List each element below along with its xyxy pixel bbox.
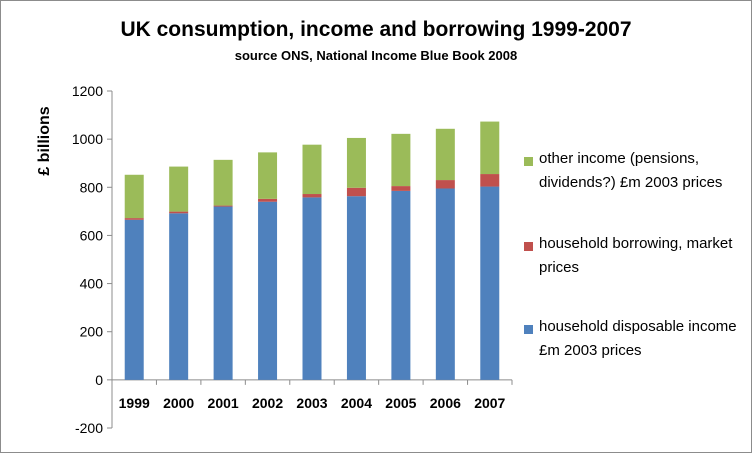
bar-segment-household-borrowing (258, 198, 278, 202)
bar-segment-household-income (391, 190, 411, 380)
legend-label-household-borrowing: household borrowing, market prices (539, 235, 733, 276)
legend-swatch-other-income (524, 157, 533, 166)
y-tick-label: -200 (75, 420, 103, 436)
x-category-label: 2004 (341, 395, 372, 411)
y-tick-label: 800 (80, 179, 104, 195)
legend-label-other-income: other income (pensions, dividends?) £m 2… (539, 150, 723, 191)
bar-segment-other-income (302, 144, 322, 195)
x-category-label: 2000 (163, 395, 194, 411)
y-tick-label: 1200 (72, 83, 103, 99)
bar-segment-household-income (302, 197, 322, 380)
x-category-label: 2005 (385, 395, 416, 411)
y-tick-label: 0 (95, 372, 103, 388)
x-category-label: 2001 (208, 395, 239, 411)
bar-segment-household-income (346, 196, 366, 380)
y-tick-label: 1000 (72, 131, 103, 147)
bar-segment-household-borrowing (480, 174, 500, 187)
bar-segment-household-borrowing (346, 187, 366, 197)
x-category-label: 2002 (252, 395, 283, 411)
bar-segment-other-income (169, 166, 189, 212)
legend-entry-other-income: other income (pensions, dividends?) £m 2… (524, 150, 749, 195)
bar-segment-other-income (435, 128, 455, 181)
legend-swatch-household-income (524, 325, 533, 334)
bar-segment-household-income (435, 188, 455, 380)
y-tick-label: 600 (80, 227, 104, 243)
bar-segment-other-income (258, 152, 278, 199)
bar-segment-household-borrowing (124, 218, 144, 220)
x-category-label: 2007 (474, 395, 505, 411)
y-tick-label: 200 (80, 324, 104, 340)
legend-swatch-household-borrowing (524, 242, 533, 251)
bar-segment-household-income (480, 186, 500, 380)
bar-segment-household-income (169, 213, 189, 380)
bar-segment-household-borrowing (213, 205, 233, 207)
bar-segment-household-income (124, 219, 144, 380)
chart-title: UK consumption, income and borrowing 199… (120, 18, 632, 41)
legend-entry-household-income: household disposable income £m 2003 pric… (524, 318, 749, 363)
x-category-label: 2003 (296, 395, 327, 411)
bar-segment-household-borrowing (169, 211, 189, 214)
x-category-label: 2006 (430, 395, 461, 411)
bar-segment-household-borrowing (391, 186, 411, 191)
legend-entry-household-borrowing: household borrowing, market prices (524, 235, 749, 280)
bar-segment-other-income (391, 133, 411, 187)
bar-segment-other-income (480, 121, 500, 175)
bar-segment-household-borrowing (302, 194, 322, 198)
bar-segment-household-borrowing (435, 180, 455, 189)
y-tick-label: 400 (80, 276, 104, 292)
bar-segment-other-income (124, 174, 144, 219)
x-category-label: 1999 (119, 395, 150, 411)
chart-subtitle: source ONS, National Income Blue Book 20… (234, 48, 518, 63)
bar-segment-household-income (258, 201, 278, 380)
bar-segment-other-income (213, 159, 233, 206)
bar-segment-other-income (346, 137, 366, 188)
legend-label-household-income: household disposable income £m 2003 pric… (539, 318, 737, 359)
bar-segment-household-income (213, 206, 233, 380)
